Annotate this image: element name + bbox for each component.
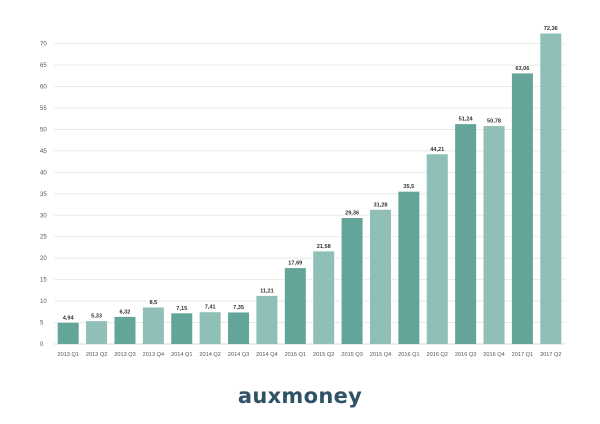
data-label: 17,69 (288, 261, 302, 267)
bars (57, 33, 562, 345)
bar (256, 295, 278, 344)
x-tick-label: 2016 Q4 (483, 352, 504, 358)
x-tick-label: 2015 Q1 (285, 352, 306, 358)
data-label: 44,21 (430, 147, 444, 153)
y-tick-label: 5 (40, 321, 44, 327)
y-tick-label: 35 (40, 192, 47, 198)
x-tick-label: 2017 Q1 (512, 352, 533, 358)
x-tick-label: 2014 Q1 (171, 352, 192, 358)
bar (398, 191, 420, 344)
bar (171, 313, 193, 344)
data-label: 50,78 (487, 119, 501, 125)
x-tick-label: 2015 Q4 (370, 352, 391, 358)
data-label: 21,58 (317, 244, 331, 250)
data-label: 7,41 (205, 305, 216, 311)
x-tick-label: 2017 Q2 (540, 352, 561, 358)
y-tick-label: 60 (40, 85, 47, 91)
x-tick-label: 2013 Q3 (114, 352, 135, 358)
y-tick-label: 70 (40, 42, 47, 48)
bar (511, 73, 533, 344)
y-tick-label: 20 (40, 256, 47, 262)
bar (86, 321, 108, 344)
bar (540, 33, 562, 344)
data-label: 51,24 (459, 117, 474, 123)
x-tick-label: 2014 Q3 (228, 352, 249, 358)
data-label: 7,15 (176, 306, 187, 312)
bar (199, 312, 221, 344)
x-tick-label: 2014 Q2 (199, 352, 220, 358)
x-axis: 2013 Q1 2013 Q2 2013 Q3 2013 Q4 2014 Q1 2014 … (57, 352, 561, 358)
data-label: 8,5 (149, 300, 157, 306)
data-label: 29,36 (345, 211, 359, 217)
y-tick-label: 40 (40, 170, 47, 176)
data-label: 63,06 (515, 66, 529, 72)
bar (142, 307, 164, 344)
bar (369, 209, 391, 344)
bar (228, 312, 250, 344)
data-label: 4,94 (63, 315, 75, 321)
y-tick-label: 0 (40, 342, 44, 348)
data-label: 72,36 (544, 26, 558, 32)
y-tick-label: 30 (40, 213, 47, 219)
x-tick-label: 2015 Q2 (313, 352, 334, 358)
bar-chart: 0 5 10 15 20 25 30 35 40 45 50 55 60 65 70 4,94 5,33 6,3… (40, 26, 565, 358)
data-labels: 4,94 5,33 6,32 8,5 7,15 7,41 7,35 11,21 17,69 21,… (63, 26, 558, 321)
data-label: 6,32 (120, 309, 131, 315)
bar (57, 322, 79, 344)
y-tick-label: 45 (40, 149, 47, 155)
y-tick-label: 10 (40, 299, 47, 305)
y-axis: 0 5 10 15 20 25 30 35 40 45 50 55 60 65 70 (40, 42, 47, 348)
bar (313, 251, 335, 344)
data-label: 35,5 (403, 184, 414, 190)
bar (341, 218, 363, 344)
auxmoney-logo: auxmoney (237, 384, 363, 408)
y-tick-label: 55 (40, 106, 47, 112)
x-tick-label: 2015 Q3 (341, 352, 362, 358)
bar (426, 154, 448, 344)
x-tick-label: 2016 Q2 (427, 352, 448, 358)
y-tick-label: 65 (40, 63, 47, 69)
data-label: 31,28 (373, 202, 387, 208)
y-tick-label: 25 (40, 235, 47, 241)
bar (114, 316, 136, 344)
x-tick-label: 2013 Q1 (57, 352, 78, 358)
x-tick-label: 2014 Q4 (256, 352, 277, 358)
data-label: 5,33 (91, 314, 102, 320)
gridlines (54, 43, 565, 345)
x-tick-label: 2016 Q3 (455, 352, 476, 358)
x-tick-label: 2013 Q4 (143, 352, 164, 358)
bar (483, 126, 505, 345)
data-label: 7,35 (233, 305, 244, 311)
y-tick-label: 15 (40, 278, 47, 284)
bar (284, 268, 306, 344)
x-tick-label: 2013 Q2 (86, 352, 107, 358)
x-tick-label: 2016 Q1 (398, 352, 419, 358)
bar (455, 124, 477, 344)
y-tick-label: 50 (40, 127, 47, 133)
data-label: 11,21 (260, 288, 274, 294)
